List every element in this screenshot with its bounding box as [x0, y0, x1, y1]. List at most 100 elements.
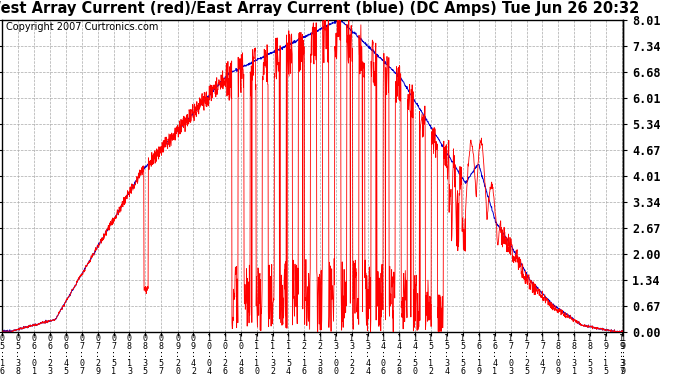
- Text: :: :: [477, 350, 482, 359]
- Text: 2: 2: [191, 367, 196, 375]
- Text: :: :: [444, 350, 449, 359]
- Text: :: :: [333, 350, 339, 359]
- Text: 3: 3: [143, 358, 148, 368]
- Text: 1: 1: [302, 358, 307, 368]
- Text: :: :: [223, 350, 228, 359]
- Text: :: :: [620, 350, 626, 359]
- Text: 3: 3: [619, 358, 624, 368]
- Text: 5: 5: [63, 367, 68, 375]
- Text: 1: 1: [556, 334, 561, 343]
- Text: 9: 9: [95, 367, 100, 375]
- Text: 5: 5: [286, 358, 291, 368]
- Text: 5: 5: [111, 358, 116, 368]
- Text: 4: 4: [365, 367, 370, 375]
- Text: 5: 5: [587, 358, 593, 368]
- Text: 0: 0: [143, 334, 148, 343]
- Text: 8: 8: [587, 342, 593, 351]
- Text: 2: 2: [317, 342, 323, 351]
- Text: 1: 1: [428, 334, 433, 343]
- Text: :: :: [509, 350, 513, 359]
- Text: 1: 1: [493, 334, 497, 343]
- Text: 1: 1: [111, 367, 116, 375]
- Text: 1: 1: [571, 367, 577, 375]
- Text: 6: 6: [63, 342, 68, 351]
- Text: 5: 5: [413, 358, 417, 368]
- Text: 5: 5: [603, 367, 609, 375]
- Text: 3: 3: [317, 358, 323, 368]
- Text: 0: 0: [255, 367, 259, 375]
- Text: 1: 1: [255, 334, 259, 343]
- Text: :: :: [111, 350, 116, 359]
- Text: :: :: [143, 350, 148, 359]
- Text: 0: 0: [191, 334, 196, 343]
- Text: 8: 8: [15, 367, 21, 375]
- Text: 4: 4: [63, 358, 68, 368]
- Text: 6: 6: [477, 342, 482, 351]
- Text: :: :: [239, 350, 244, 359]
- Text: 1: 1: [317, 334, 323, 343]
- Text: :: :: [159, 350, 164, 359]
- Text: 1: 1: [0, 358, 5, 368]
- Text: 1: 1: [286, 342, 291, 351]
- Text: 2: 2: [302, 342, 307, 351]
- Text: 0: 0: [15, 334, 21, 343]
- Text: 1: 1: [428, 358, 433, 368]
- Text: 1: 1: [127, 358, 132, 368]
- Text: 7: 7: [79, 367, 84, 375]
- Text: 1: 1: [397, 334, 402, 343]
- Text: 1: 1: [460, 334, 465, 343]
- Text: 1: 1: [413, 334, 417, 343]
- Text: :: :: [619, 350, 624, 359]
- Text: :: :: [428, 350, 433, 359]
- Text: 7: 7: [524, 342, 529, 351]
- Text: 7: 7: [111, 342, 116, 351]
- Text: :: :: [397, 350, 402, 359]
- Text: 8: 8: [127, 342, 132, 351]
- Text: 2: 2: [428, 367, 433, 375]
- Text: 4: 4: [286, 367, 291, 375]
- Text: :: :: [524, 350, 529, 359]
- Text: :: :: [95, 350, 100, 359]
- Text: 4: 4: [540, 358, 545, 368]
- Text: :: :: [365, 350, 370, 359]
- Text: 3: 3: [444, 358, 449, 368]
- Text: 4: 4: [413, 342, 417, 351]
- Text: 0: 0: [556, 358, 561, 368]
- Text: 8: 8: [239, 367, 244, 375]
- Text: 1: 1: [493, 367, 497, 375]
- Text: 3: 3: [349, 342, 354, 351]
- Text: 3: 3: [127, 367, 132, 375]
- Text: :: :: [302, 350, 307, 359]
- Text: 7: 7: [79, 342, 84, 351]
- Text: 1: 1: [540, 334, 545, 343]
- Text: :: :: [571, 350, 577, 359]
- Text: 1: 1: [587, 334, 593, 343]
- Text: 0: 0: [79, 358, 84, 368]
- Text: 5: 5: [460, 358, 465, 368]
- Text: 6: 6: [302, 367, 307, 375]
- Text: 3: 3: [15, 358, 21, 368]
- Text: 0: 0: [207, 342, 212, 351]
- Text: 0: 0: [32, 358, 37, 368]
- Text: :: :: [540, 350, 545, 359]
- Text: 6: 6: [0, 367, 5, 375]
- Text: 1: 1: [619, 334, 624, 343]
- Text: :: :: [460, 350, 465, 359]
- Text: 9: 9: [175, 342, 180, 351]
- Text: :: :: [127, 350, 132, 359]
- Text: 1: 1: [270, 342, 275, 351]
- Text: :: :: [270, 350, 275, 359]
- Text: 5: 5: [460, 342, 465, 351]
- Text: 0: 0: [159, 334, 164, 343]
- Text: 8: 8: [556, 342, 561, 351]
- Text: 4: 4: [397, 342, 402, 351]
- Text: 0: 0: [32, 334, 37, 343]
- Text: 5: 5: [159, 358, 164, 368]
- Text: 7: 7: [540, 367, 545, 375]
- Text: 2: 2: [48, 358, 52, 368]
- Text: 4: 4: [239, 358, 244, 368]
- Text: 2: 2: [397, 358, 402, 368]
- Text: 7: 7: [509, 342, 513, 351]
- Text: 9: 9: [477, 367, 482, 375]
- Text: :: :: [79, 350, 84, 359]
